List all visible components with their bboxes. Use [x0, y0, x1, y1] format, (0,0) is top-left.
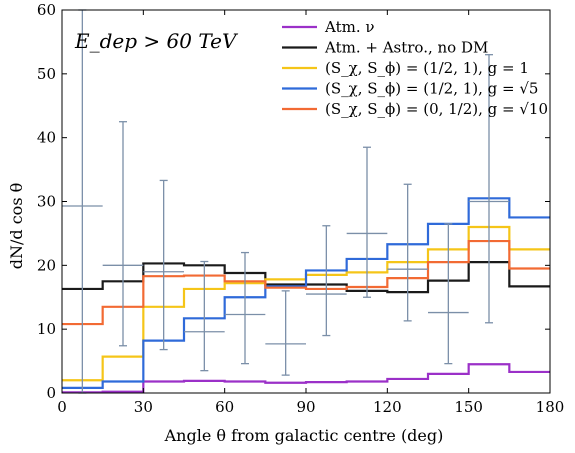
- energy-cut-annotation: E_dep > 60 TeV: [74, 29, 239, 53]
- y-tick-label: 30: [37, 193, 56, 211]
- x-tick-label: 180: [536, 398, 565, 416]
- data-point: [346, 146, 388, 298]
- plot-area: [62, 9, 550, 394]
- legend-entry: (S_χ, S_ϕ) = (1/2, 1), g = 1: [282, 59, 529, 77]
- y-axis-label: dN/d cos θ: [7, 183, 26, 269]
- legend-label: (S_χ, S_ϕ) = (1/2, 1), g = 1: [325, 59, 529, 77]
- x-tick-label: 150: [454, 398, 483, 416]
- legend-label: Atm. + Astro., no DM: [324, 39, 488, 57]
- legend-entry: (S_χ, S_ϕ) = (1/2, 1), g = √5: [282, 80, 538, 98]
- legend-entry: Atm. ν: [282, 18, 374, 36]
- data-point: [468, 54, 510, 324]
- data-point: [224, 251, 266, 365]
- y-tick-label: 50: [37, 65, 56, 83]
- x-tick-label: 60: [215, 398, 234, 416]
- data-point: [184, 260, 225, 372]
- data-point: [143, 179, 184, 351]
- y-tick-label: 60: [37, 1, 56, 19]
- y-tick-label: 10: [37, 320, 56, 338]
- legend-entry: Atm. + Astro., no DM: [282, 39, 488, 57]
- data-point: [102, 121, 144, 347]
- y-tick-label: 40: [37, 129, 56, 147]
- x-tick-label: 90: [296, 398, 315, 416]
- legend-label: (S_χ, S_ϕ) = (1/2, 1), g = √5: [325, 80, 538, 98]
- series-line-4: [62, 239, 550, 326]
- x-tick-label: 120: [373, 398, 402, 416]
- y-tick-label: 20: [37, 256, 56, 274]
- axes: 0 30 60 90 120 150 180 0 10 20 30 40 50 60: [37, 1, 564, 416]
- x-tick-label: 30: [134, 398, 153, 416]
- series-line-0: [62, 363, 550, 394]
- data-point: [387, 183, 428, 322]
- data-point: [428, 223, 469, 365]
- data-point: [306, 225, 347, 337]
- series-line-3: [62, 197, 550, 389]
- x-axis-label: Angle θ from galactic centre (deg): [164, 426, 444, 445]
- legend-entry: (S_χ, S_ϕ) = (0, 1/2), g = √10: [282, 100, 548, 118]
- legend: Atm. ν Atm. + Astro., no DM (S_χ, S_ϕ) = (…: [282, 18, 548, 118]
- legend-label: (S_χ, S_ϕ) = (0, 1/2), g = √10: [325, 100, 548, 118]
- legend-label: Atm. ν: [324, 18, 374, 36]
- data-point: [265, 290, 306, 376]
- y-tick-label: 0: [46, 384, 56, 402]
- x-tick-label: 0: [57, 398, 67, 416]
